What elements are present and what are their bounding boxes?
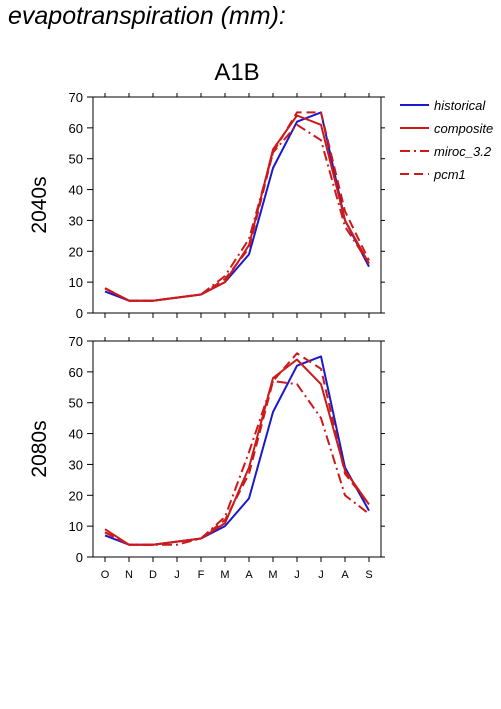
series-line-historical <box>104 111 370 302</box>
x-tick-label: N <box>125 569 133 581</box>
y-tick-label: 50 <box>69 396 83 411</box>
x-tick-label: M <box>268 569 277 581</box>
y-tick-label: 70 <box>69 90 83 105</box>
y-tick-label: 60 <box>69 365 83 380</box>
y-tick-label: 70 <box>69 334 83 349</box>
y-tick-label: 0 <box>76 306 83 321</box>
legend-label: composite <box>434 121 493 136</box>
y-tick-label: 10 <box>69 275 83 290</box>
legend-label: miroc_3.2 <box>434 144 492 159</box>
y-tick-label: 40 <box>69 183 83 198</box>
legend-label: historical <box>434 98 486 113</box>
x-tick-label: J <box>294 569 300 581</box>
series-line-pcm1 <box>104 111 370 302</box>
x-tick-label: D <box>149 569 157 581</box>
y-tick-label: 30 <box>69 457 83 472</box>
y-tick-label: 60 <box>69 121 83 136</box>
legend-label: pcm1 <box>433 167 466 182</box>
page-title: evapotranspiration (mm): <box>8 2 286 30</box>
x-tick-label: F <box>198 569 205 581</box>
x-tick-label: J <box>174 569 180 581</box>
plot-frame <box>92 96 382 314</box>
x-tick-label: A <box>245 569 253 581</box>
y-tick-label: 50 <box>69 152 83 167</box>
chart-title: A1B <box>214 59 259 86</box>
y-tick-label: 20 <box>69 244 83 259</box>
series-line-historical <box>104 355 370 546</box>
y-tick-label: 10 <box>69 519 83 534</box>
x-tick-label: A <box>341 569 349 581</box>
y-tick-label: 40 <box>69 427 83 442</box>
y-tick-label: 0 <box>76 550 83 565</box>
x-tick-label: J <box>318 569 324 581</box>
series-line-pcm1 <box>104 352 370 546</box>
y-tick-label: 20 <box>69 488 83 503</box>
plot-frame <box>92 340 382 558</box>
x-tick-label: M <box>220 569 229 581</box>
series-line-composite <box>104 358 370 546</box>
y-tick-label: 30 <box>69 213 83 228</box>
panel-label: 2040s <box>28 176 51 233</box>
x-tick-label: S <box>365 569 372 581</box>
panel-label: 2080s <box>28 420 51 477</box>
x-tick-label: O <box>101 569 110 581</box>
